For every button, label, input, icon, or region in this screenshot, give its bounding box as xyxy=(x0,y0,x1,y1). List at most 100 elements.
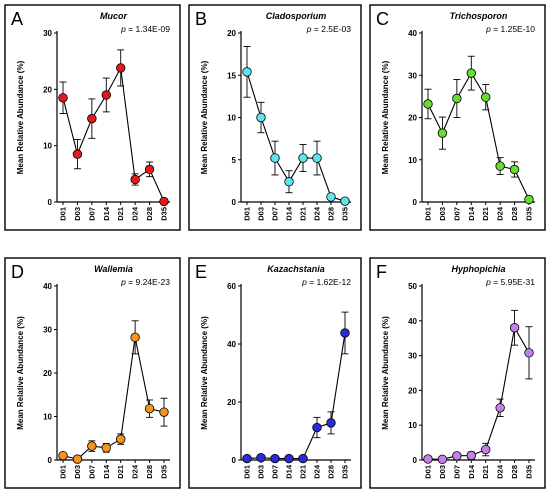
x-tick-label: D01 xyxy=(59,465,68,479)
data-point xyxy=(284,453,294,464)
p-value: p = 1.62E-12 xyxy=(301,277,351,287)
y-tick-label: 10 xyxy=(43,142,52,151)
x-tick-label: D03 xyxy=(73,207,82,221)
data-point xyxy=(72,149,83,159)
x-tick-label: D35 xyxy=(525,207,534,221)
x-tick-label: D01 xyxy=(424,207,433,221)
x-tick-label: D28 xyxy=(145,207,154,221)
data-point xyxy=(437,454,448,465)
x-tick-label: D14 xyxy=(467,464,476,479)
data-point xyxy=(144,164,155,175)
data-point xyxy=(524,348,534,358)
x-tick-label: D03 xyxy=(438,207,447,221)
y-tick-label: 30 xyxy=(408,71,417,80)
x-tick-label: D21 xyxy=(116,465,125,479)
y-tick-label: 40 xyxy=(408,317,417,326)
x-tick-label: D21 xyxy=(481,465,490,479)
x-tick-label: D24 xyxy=(313,464,322,479)
y-tick-label: 40 xyxy=(43,282,52,291)
chart-title: Wallemia xyxy=(94,264,133,274)
p-value-text: = 1.34E-09 xyxy=(126,24,170,34)
chart-title: Cladosporium xyxy=(266,11,327,21)
y-tick-label: 20 xyxy=(43,369,52,378)
data-point xyxy=(423,454,433,464)
x-tick-label: D14 xyxy=(285,206,294,221)
x-tick-label: D21 xyxy=(299,465,308,479)
data-point xyxy=(495,161,505,171)
data-point xyxy=(481,444,491,455)
y-tick-label: 50 xyxy=(408,282,417,291)
data-point xyxy=(340,328,350,338)
panel-letter: C xyxy=(376,9,389,29)
panel-A: A Mucor p = 1.34E-09 0 10 20 30 Mean Relative A… xyxy=(4,4,181,231)
data-point xyxy=(87,113,97,124)
x-tick-label: D03 xyxy=(438,465,447,479)
data-point xyxy=(452,451,462,461)
y-axis-label: Mean Relative Abundance (%) xyxy=(381,316,390,430)
data-point xyxy=(256,112,266,123)
p-value-text: = 1.25E-10 xyxy=(491,24,535,34)
data-point xyxy=(466,68,476,78)
data-point xyxy=(312,153,322,163)
x-tick-label: D21 xyxy=(481,207,490,221)
data-point xyxy=(326,418,336,428)
x-tick-label: D35 xyxy=(341,465,350,479)
y-tick-label: 5 xyxy=(232,156,237,165)
x-tick-label: D14 xyxy=(102,206,111,221)
panel-F: F Hyphopichia p = 5.95E-31 0 10 20 30 40 50 Mean … xyxy=(369,257,546,489)
y-tick-label: 0 xyxy=(48,198,53,207)
data-point xyxy=(298,153,308,163)
x-tick-label: D03 xyxy=(257,207,266,221)
x-tick-label: D14 xyxy=(467,206,476,221)
y-tick-label: 10 xyxy=(227,114,236,123)
p-value-symbol: p xyxy=(485,24,491,34)
y-axis-label: Mean Relative Abundance (%) xyxy=(16,60,25,174)
data-point xyxy=(481,92,491,102)
y-tick-label: 15 xyxy=(227,71,236,80)
p-value: p = 9.24E-23 xyxy=(120,277,170,287)
data-point xyxy=(466,450,476,461)
x-tick-label: D14 xyxy=(102,464,111,479)
y-tick-label: 30 xyxy=(43,29,52,38)
panel-frame xyxy=(4,257,181,489)
x-tick-label: D03 xyxy=(73,465,82,479)
x-tick-label: D28 xyxy=(510,207,519,221)
p-value: p = 5.95E-31 xyxy=(485,277,535,287)
x-tick-label: D24 xyxy=(131,206,140,221)
data-point xyxy=(101,90,111,100)
data-point xyxy=(242,453,252,464)
panel-C: C Trichosporon p = 1.25E-10 0 10 20 30 40 Mean R… xyxy=(369,4,546,231)
y-tick-label: 40 xyxy=(227,340,236,349)
data-point xyxy=(284,177,294,187)
panel-frame xyxy=(369,257,546,489)
panel-frame xyxy=(188,257,362,489)
y-tick-label: 60 xyxy=(227,282,236,291)
x-tick-label: D24 xyxy=(313,206,322,221)
data-point xyxy=(437,128,448,138)
x-tick-label: D03 xyxy=(257,465,266,479)
p-value: p = 2.5E-03 xyxy=(306,24,351,34)
panel-letter: A xyxy=(11,9,23,29)
data-point xyxy=(326,192,336,202)
chart-title: Kazachstania xyxy=(267,264,325,274)
x-tick-label: D01 xyxy=(243,207,252,221)
y-tick-label: 10 xyxy=(408,156,417,165)
data-point xyxy=(101,443,111,453)
x-tick-label: D24 xyxy=(496,464,505,479)
data-point xyxy=(130,174,140,185)
x-tick-label: D07 xyxy=(87,465,96,479)
data-point xyxy=(340,196,350,206)
y-tick-label: 0 xyxy=(413,456,418,465)
y-tick-label: 0 xyxy=(232,456,237,465)
y-tick-label: 0 xyxy=(413,198,418,207)
x-tick-label: D01 xyxy=(243,465,252,479)
data-point xyxy=(87,441,97,451)
x-tick-label: D24 xyxy=(131,464,140,479)
data-point xyxy=(72,454,83,464)
data-point xyxy=(509,164,520,175)
x-tick-label: D07 xyxy=(452,207,461,221)
x-tick-label: D28 xyxy=(145,465,154,479)
y-axis-label: Mean Relative Abundance (%) xyxy=(200,316,209,430)
p-value-text: = 1.62E-12 xyxy=(307,277,351,287)
